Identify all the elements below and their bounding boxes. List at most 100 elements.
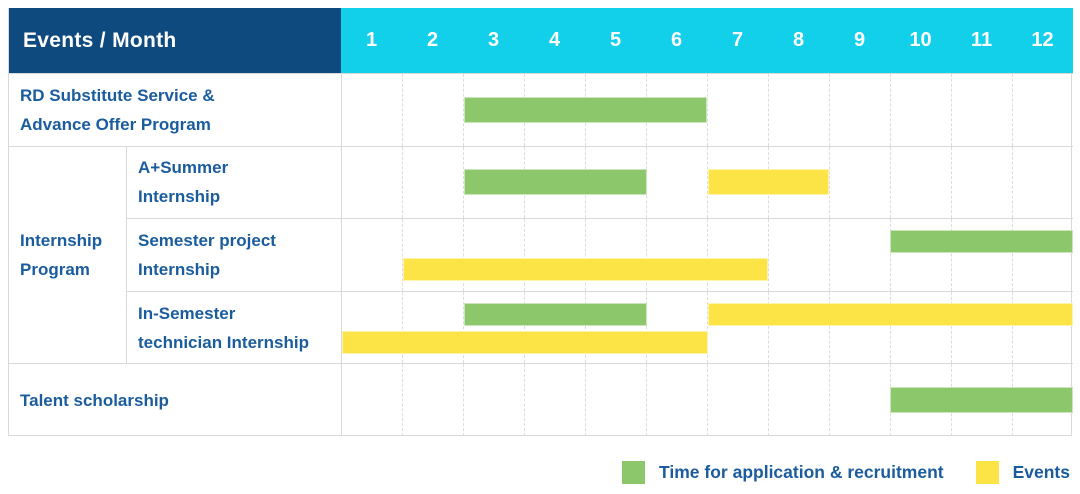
month-header-7: 7 [731,29,744,51]
month-gridlines [342,219,1073,291]
group-label-line: Program [20,259,90,279]
month-gridline [952,219,1013,291]
events-bar [342,330,708,354]
events-bar [707,302,1073,326]
month-gridline [952,146,1013,219]
month-gridline [769,291,830,364]
month-gridline [830,291,891,364]
month-header-3: 3 [487,29,500,51]
month-gridline [403,364,464,436]
group-label-line: Internship [20,230,103,250]
month-gridline [830,74,891,146]
month-gridline [830,219,891,291]
row-label-line: A+Summer [138,158,229,178]
yellow-swatch-icon [975,461,999,484]
month-gridline [647,219,708,291]
month-gridline [464,364,525,436]
month-header-9: 9 [853,29,866,51]
legend-item-events: Events [975,461,1070,484]
month-gridline [464,291,525,364]
timeline-row-semester-project [341,218,1073,291]
month-header-4: 4 [548,29,561,51]
row-label-a-plus-summer: A+Summer Internship [126,145,341,219]
month-gridline [708,364,769,436]
row-label-line: technician Internship [138,332,309,352]
events-bar [707,169,830,196]
month-gridline [403,291,464,364]
month-gridline [342,291,403,364]
timeline-row-talent-scholarship [341,363,1073,436]
month-gridline [647,364,708,436]
month-gridline [952,291,1013,364]
row-label-line: In-Semester [138,303,236,323]
month-gridlines [342,291,1073,364]
table-title: Events / Month [23,28,177,52]
timeline-row-a-plus-summer [341,145,1073,219]
month-gridline [769,219,830,291]
month-gridline [1013,74,1073,146]
month-gridline [403,219,464,291]
month-gridline [342,146,403,219]
month-gridline [342,74,403,146]
month-header-11: 11 [970,29,993,51]
month-header-8: 8 [792,29,805,51]
month-header-5: 5 [609,29,622,51]
month-gridline [952,74,1013,146]
month-gridline [647,74,708,146]
row-label-rd-substitute: RD Substitute Service & Advance Offer Pr… [9,73,341,146]
month-gridline [403,146,464,219]
month-header-1: 1 [365,29,378,51]
events-bar [402,258,769,282]
legend-item-application: Time for application & recruitment [622,461,944,484]
month-gridline [769,146,830,219]
month-gridline [769,74,830,146]
row-label-line: Internship [138,259,221,279]
application-recruitment-bar [463,96,708,123]
month-gridline [647,146,708,219]
legend: Time for application & recruitment Event… [8,461,1072,484]
application-recruitment-bar [890,387,1073,414]
row-label-semester-project: Semester project Internship [126,218,341,291]
month-gridline [525,364,586,436]
month-gridline [342,219,403,291]
row-label-line: Talent scholarship [20,390,169,410]
month-gridline [403,74,464,146]
month-gridline [586,219,647,291]
month-gridline [891,74,952,146]
month-gridline [647,291,708,364]
row-label-talent-scholarship: Talent scholarship [9,363,341,436]
group-label-internship-program: Internship Program [9,145,126,364]
month-gridline [708,74,769,146]
month-gridline [830,146,891,219]
month-gridline [830,364,891,436]
month-gridline [891,146,952,219]
month-gridline [891,219,952,291]
row-label-line: Advance Offer Program [20,114,211,134]
month-gridline [464,219,525,291]
month-header-10: 10 [909,29,932,51]
month-gridline [891,291,952,364]
application-recruitment-bar [463,169,647,196]
month-header-2: 2 [426,29,439,51]
table-corner-header: Events / Month [9,8,341,73]
month-gridline [708,291,769,364]
application-recruitment-bar [890,230,1073,254]
row-label-line: RD Substitute Service & [20,85,215,105]
month-gridline [708,219,769,291]
month-gridline [1013,147,1073,219]
green-swatch-icon [622,461,646,484]
month-gridline [586,364,647,436]
month-gridline [586,291,647,364]
legend-label: Time for application & recruitment [659,462,944,482]
month-gridline [525,219,586,291]
month-header-6: 6 [670,29,683,51]
application-recruitment-bar [463,302,647,326]
month-header-12: 12 [1031,29,1054,51]
timeline-row-rd-substitute [341,73,1073,146]
month-header-row: 1 2 3 4 5 6 7 8 9 10 11 12 [341,8,1073,73]
row-label-line: Semester project [138,230,276,250]
month-gridlines [342,74,1073,146]
row-label-line: Internship [138,187,221,207]
timeline-row-in-semester-technician [341,290,1073,364]
